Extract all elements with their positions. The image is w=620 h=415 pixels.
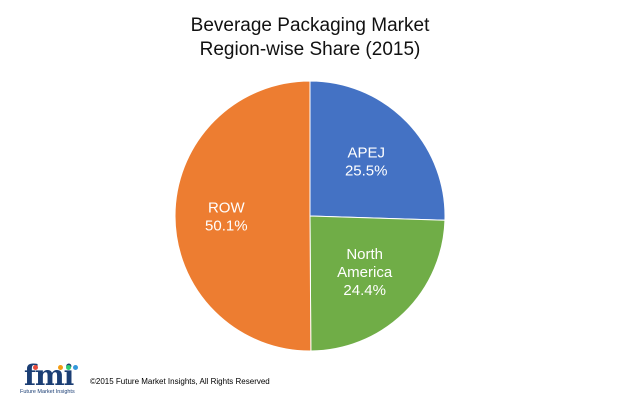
slice-category-label: North (346, 246, 383, 263)
copyright-text: ©2015 Future Market Insights, All Rights… (90, 377, 270, 386)
slice-value-label: 24.4% (343, 282, 386, 299)
logo-dot (58, 365, 63, 370)
chart-title-line-1: Beverage Packaging Market (190, 15, 430, 36)
pie-slice-0 (309, 80, 446, 221)
footer: fmi Future Market Insights ©2015 Future … (20, 359, 420, 405)
logo-dot (73, 365, 78, 370)
fmi-logo: fmi Future Market Insights (20, 359, 80, 403)
slice-value-label: 25.5% (345, 163, 388, 180)
pie-slice-1 (309, 215, 446, 352)
logo-wordmark: fmi (24, 359, 74, 392)
slice-category-label: America (337, 264, 393, 281)
logo-subtext: Future Market Insights (20, 389, 75, 395)
chart-title-line-2: Region-wise Share (2015) (199, 39, 421, 60)
pie-slice-2 (174, 80, 312, 352)
logo-dot (66, 365, 71, 370)
logo-dot (33, 365, 38, 370)
chart-title: Beverage Packaging Market Region-wise Sh… (0, 14, 620, 62)
slice-value-label: 50.1% (205, 217, 248, 234)
slice-category-label: APEJ (347, 145, 385, 162)
slice-category-label: ROW (208, 199, 246, 216)
